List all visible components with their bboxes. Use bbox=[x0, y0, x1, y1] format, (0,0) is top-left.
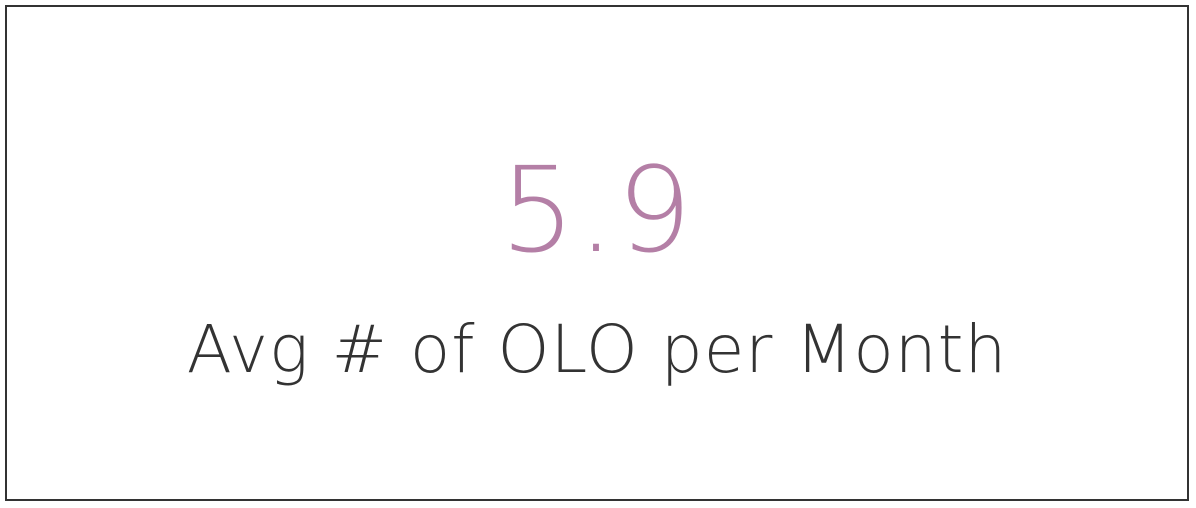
kpi-card: 5.9 Avg # of OLO per Month bbox=[5, 5, 1189, 501]
kpi-label: Avg # of OLO per Month bbox=[186, 311, 1008, 388]
kpi-value: 5.9 bbox=[500, 141, 694, 279]
